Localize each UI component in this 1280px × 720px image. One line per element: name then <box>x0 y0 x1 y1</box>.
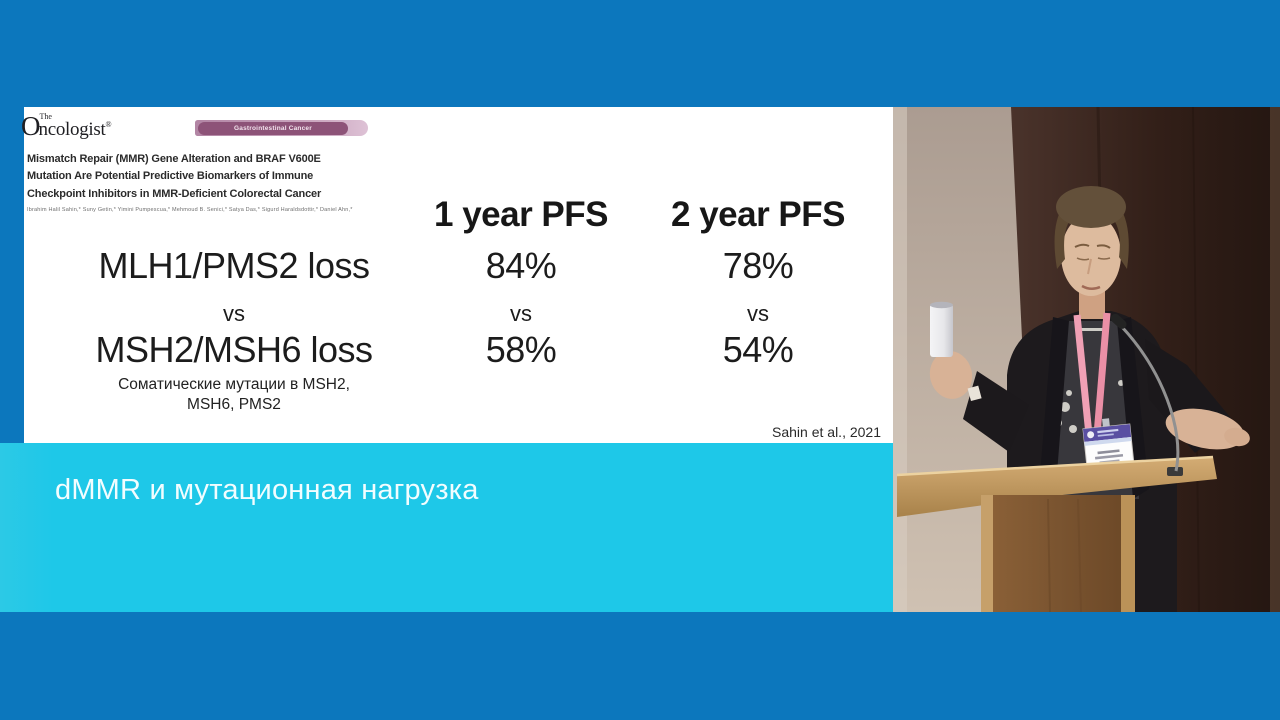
door-frame-edge <box>1270 107 1280 612</box>
pfs-header-2year: 2 year PFS <box>671 195 846 234</box>
mouth <box>1081 284 1101 290</box>
msh2-2year-value: 54% <box>722 329 794 370</box>
closed-eye <box>1076 257 1090 261</box>
microphone-gooseneck <box>1120 325 1180 472</box>
paper-title-line-2: Mutation Are Potential Predictive Biomar… <box>27 170 314 183</box>
paper-title: Mismatch Repair (MMR) Gene Alteration an… <box>27 151 372 203</box>
paper-header: Gastrointestinal Cancer O The ncologist® M… <box>21 107 384 225</box>
wood-grain <box>1077 498 1082 612</box>
paper-authors: Ibrahim Halil Sahin,* Suny Getin,* Yimin… <box>27 207 353 213</box>
msh2-1year-value: 58% <box>485 329 557 370</box>
paper-title-line-1: Mismatch Repair (MMR) Gene Alteration an… <box>27 153 321 165</box>
podium-top <box>897 457 1217 517</box>
vs-1year: vs <box>510 301 532 326</box>
slide-title-band: dMMR и мутационная нагрузка <box>0 443 893 612</box>
eyebrow <box>1096 244 1111 249</box>
footnote-line-1: Соматические мутации в MSH2, <box>118 376 350 393</box>
slide-title: dMMR и мутационная нагрузка <box>55 474 479 506</box>
speaker-right-forearm <box>1165 408 1245 450</box>
shirt-cuff <box>967 385 982 402</box>
badge-logo <box>1087 431 1095 439</box>
row-label-msh2: MSH2/MSH6 loss <box>95 329 373 370</box>
closed-eye <box>1097 257 1111 260</box>
footnote-line-2: MSH6, PMS2 <box>187 395 281 413</box>
journal-logo-rest: ncologist <box>38 119 106 140</box>
jacket-lapel-left <box>1039 317 1069 499</box>
speaker-photo <box>893 107 1280 612</box>
speaker-face <box>1061 214 1121 296</box>
wall-edge-highlight <box>893 107 907 612</box>
badge-clip <box>1102 418 1110 428</box>
podium-top-edge <box>896 455 1214 477</box>
pfs-header-1year: 1 year PFS <box>434 195 609 234</box>
podium-column-frame-right <box>1121 495 1135 612</box>
speaker-right-hand <box>1224 427 1250 447</box>
jacket-lapel-right <box>1117 317 1149 499</box>
podium-column <box>981 495 1135 612</box>
nose <box>1087 258 1092 275</box>
wood-grain <box>1047 498 1051 612</box>
eyebrow <box>1074 243 1090 248</box>
podium-column-frame-left <box>981 495 993 612</box>
citation: Sahin et al., 2021 <box>772 424 881 440</box>
registered-mark: ® <box>105 120 112 129</box>
beverage-can <box>930 304 953 357</box>
lanyard-strap <box>1073 314 1093 436</box>
mlh1-1year-value: 84% <box>485 245 557 286</box>
vs-2year: vs <box>747 301 769 326</box>
badge-header <box>1083 424 1132 442</box>
microphone-head <box>1110 313 1127 329</box>
lanyard-strap <box>1093 312 1111 436</box>
journal-section-strip: Gastrointestinal Cancer <box>195 120 368 136</box>
section-badge: Gastrointestinal Cancer <box>198 121 348 135</box>
row-label-mlh1: MLH1/PMS2 loss <box>98 245 370 286</box>
vs-label: vs <box>223 301 245 326</box>
presentation-slide: Gastrointestinal Cancer O The ncologist® M… <box>21 107 893 443</box>
somatic-mutations-footnote: Соматические мутации в MSH2, MSH6, PMS2 <box>24 375 444 414</box>
mlh1-2year-value: 78% <box>722 245 794 286</box>
can-top-rim <box>930 301 953 309</box>
paper-title-line-3: Checkpoint Inhibitors in MMR-Deficient C… <box>27 187 322 200</box>
speaker-hair-top <box>1056 186 1126 228</box>
door-seam <box>1192 107 1200 612</box>
speaker-left-hand <box>929 351 973 399</box>
oncologist-journal-logo: O The ncologist® <box>21 111 112 141</box>
microphone-base <box>1167 467 1183 476</box>
journal-logo-the: The <box>39 112 52 121</box>
